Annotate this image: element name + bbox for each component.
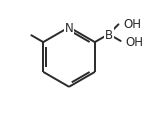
Text: OH: OH: [125, 36, 143, 49]
Text: OH: OH: [123, 18, 141, 31]
Text: N: N: [65, 22, 73, 34]
Text: B: B: [105, 28, 113, 41]
